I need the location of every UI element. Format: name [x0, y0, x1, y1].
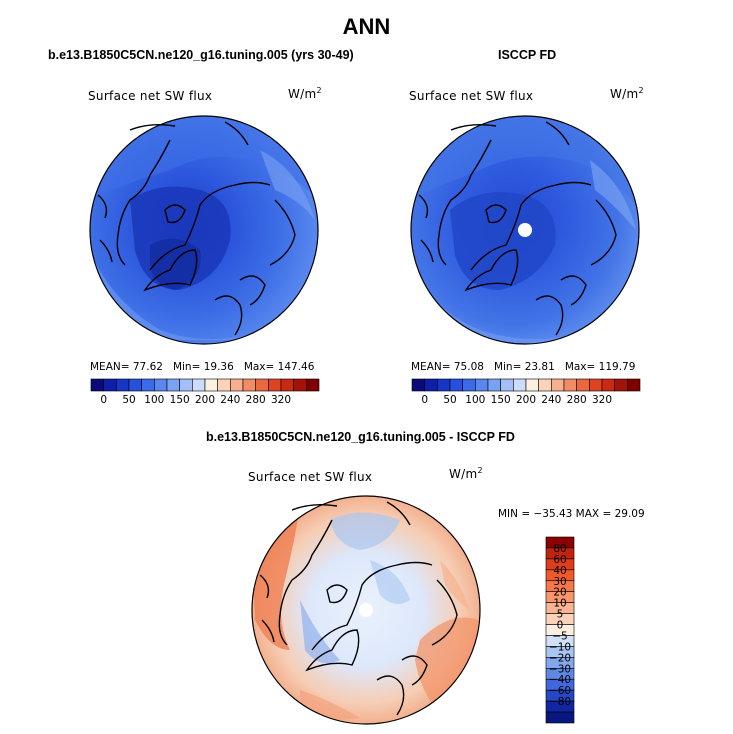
- right-variable-label: Surface net SW flux: [409, 89, 534, 103]
- right-colorbar-cell: [437, 378, 451, 392]
- left-colorbar-cell: [128, 378, 142, 392]
- right-stats: MEAN= 75.08 Min= 23.81 Max= 119.79: [411, 361, 636, 373]
- diff-panel-title: b.e13.B1850C5CN.ne120_g16.tuning.005 - I…: [206, 430, 515, 444]
- diff-colorbar-tick-label: 5: [557, 609, 564, 621]
- left-colorbar-cell: [179, 378, 193, 392]
- right-colorbar-cell: [500, 378, 514, 392]
- diff-colorbar-cell: [545, 711, 575, 724]
- left-colorbar-cell: [306, 378, 320, 392]
- left-colorbar-cell: [166, 378, 180, 392]
- left-colorbar-tick-label: 240: [220, 394, 240, 406]
- left-colorbar-tick-label: 200: [195, 394, 215, 406]
- left-colorbar-cell: [192, 378, 206, 392]
- right-colorbar-tick-label: 240: [541, 394, 561, 406]
- left-panel-title: b.e13.B1850C5CN.ne120_g16.tuning.005 (yr…: [48, 48, 354, 62]
- left-colorbar-cell: [230, 378, 244, 392]
- left-stats: MEAN= 77.62 Min= 19.36 Max= 147.46: [90, 361, 315, 373]
- diff-variable-label: Surface net SW flux: [248, 470, 373, 484]
- left-colorbar-cell: [268, 378, 282, 392]
- right-colorbar-cell: [563, 378, 577, 392]
- left-map-border: [89, 115, 319, 345]
- right-coastlines: [418, 121, 617, 336]
- left-colorbar-cell: [217, 378, 231, 392]
- left-colorbar-tick-label: 280: [246, 394, 266, 406]
- diff-colorbar-tick-label: 30: [553, 576, 566, 588]
- left-colorbar-tick-label: 50: [122, 394, 135, 406]
- right-colorbar-cell: [525, 378, 539, 392]
- left-colorbar-tick-label: 320: [271, 394, 291, 406]
- right-colorbar-cell: [424, 378, 438, 392]
- diff-colorbar-tick-label: −40: [549, 674, 571, 686]
- diff-colorbar-tick-label: −30: [549, 663, 571, 675]
- diff-colorbar-tick-label: 60: [553, 554, 566, 566]
- left-map: [89, 115, 319, 345]
- diff-colorbar-tick-label: 0: [557, 620, 564, 632]
- right-colorbar-cell: [487, 378, 501, 392]
- diff-units-label: W/m2: [449, 466, 483, 481]
- right-colorbar-cell: [411, 378, 425, 392]
- left-colorbar-cell: [90, 378, 104, 392]
- diff-colorbar-tick-label: −5: [552, 630, 567, 642]
- left-coastlines: [97, 121, 296, 336]
- right-colorbar-cell: [601, 378, 615, 392]
- right-colorbar-cell: [551, 378, 565, 392]
- right-colorbar-tick-label: 320: [592, 394, 612, 406]
- right-colorbar-tick-label: 100: [465, 394, 485, 406]
- diff-coastlines: [259, 501, 458, 716]
- left-colorbar-cell: [141, 378, 155, 392]
- figure-title: ANN: [342, 14, 391, 39]
- right-colorbar-cell: [627, 378, 641, 392]
- left-colorbar-tick-label: 150: [170, 394, 190, 406]
- right-colorbar-cell: [589, 378, 603, 392]
- right-colorbar-cell: [462, 378, 476, 392]
- diff-colorbar-tick-label: 40: [553, 565, 566, 577]
- diff-map-border: [251, 495, 481, 725]
- diff-colorbar-tick-label: −80: [549, 696, 571, 708]
- right-colorbar-tick-label: 150: [491, 394, 511, 406]
- diff-colorbar-tick-label: −60: [549, 685, 571, 697]
- right-colorbar-cell: [538, 378, 552, 392]
- right-colorbar-cell: [576, 378, 590, 392]
- diff-map-missing-pole: [359, 603, 373, 617]
- right-map-missing-pole: [518, 223, 532, 237]
- diff-colorbar-tick-label: −20: [549, 652, 571, 664]
- diff-map: [251, 495, 481, 725]
- left-colorbar-cell: [293, 378, 307, 392]
- right-colorbar-cell: [475, 378, 489, 392]
- right-colorbar-cell: [449, 378, 463, 392]
- diff-colorbar-tick-label: 10: [553, 598, 566, 610]
- left-colorbar-cell: [255, 378, 269, 392]
- diff-colorbar-tick-label: −10: [549, 641, 571, 653]
- left-colorbar-cell: [154, 378, 168, 392]
- diff-colorbar-tick-label: 20: [553, 587, 566, 599]
- left-colorbar-tick-label: 100: [144, 394, 164, 406]
- right-colorbar-tick-label: 0: [421, 394, 428, 406]
- left-units-label: W/m2: [288, 86, 322, 101]
- right-map-border: [410, 115, 640, 345]
- right-colorbar-cell: [513, 378, 527, 392]
- diff-colorbar-tick-label: 80: [553, 543, 566, 555]
- right-map: [410, 115, 640, 345]
- left-colorbar-cell: [280, 378, 294, 392]
- left-colorbar-cell: [103, 378, 117, 392]
- right-panel-title: ISCCP FD: [498, 48, 557, 62]
- left-colorbar-tick-label: 0: [100, 394, 107, 406]
- left-colorbar-cell: [116, 378, 130, 392]
- right-colorbar-tick-label: 200: [516, 394, 536, 406]
- right-colorbar-tick-label: 50: [443, 394, 456, 406]
- diff-minmax: MIN = −35.43 MAX = 29.09: [498, 508, 645, 520]
- right-units-label: W/m2: [610, 86, 644, 101]
- left-variable-label: Surface net SW flux: [88, 89, 213, 103]
- right-colorbar-tick-label: 280: [567, 394, 587, 406]
- left-colorbar-cell: [204, 378, 218, 392]
- left-colorbar-cell: [242, 378, 256, 392]
- right-colorbar-cell: [614, 378, 628, 392]
